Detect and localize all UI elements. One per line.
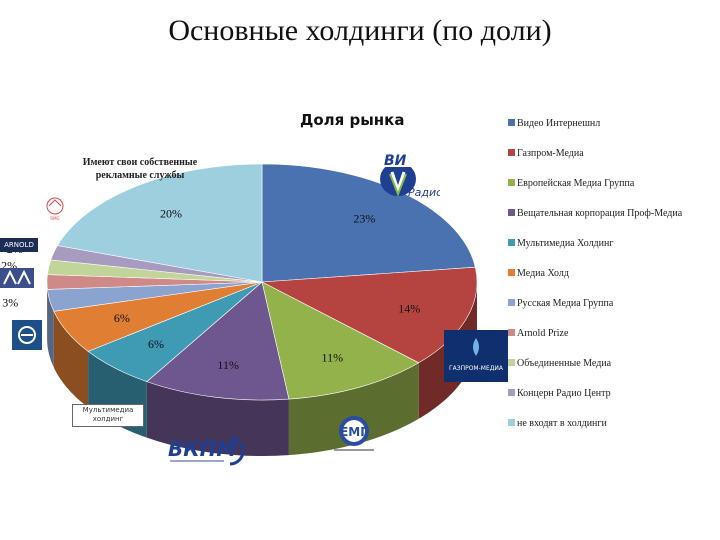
legend-swatch: [508, 209, 515, 216]
legend-swatch: [508, 419, 515, 426]
chart-title: Доля рынка: [300, 111, 405, 129]
legend-swatch: [508, 389, 515, 396]
legend-label: Медиа Холд: [517, 268, 569, 279]
legend-item: не входят в холдинги: [508, 418, 607, 432]
legend-item: Русская Медиа Группа: [508, 298, 613, 312]
legend-item: Газпром-Медиа: [508, 148, 584, 162]
legend-label: Видео Интернешнл: [517, 118, 601, 129]
pie-label-10: 20%: [160, 206, 182, 220]
russian-media-group-logo: [0, 268, 34, 288]
arnold-prize-logo: ARNOLD: [0, 238, 40, 254]
pie-slice-1: [260, 266, 478, 364]
legend-swatch: [508, 299, 515, 306]
slide-title: Основные холдинги (по доли): [168, 14, 552, 47]
multimedia-holding-logo: Мультимедиа холдинг: [72, 404, 144, 427]
legend-item: Европейская Медиа Группа: [508, 178, 634, 192]
pie-label-5: 6%: [114, 311, 130, 325]
emg-logo: ЕМГ: [326, 414, 382, 454]
media-hold-logo: [12, 320, 42, 350]
legend-label: Вещательная корпорация Проф-Медиа: [517, 208, 683, 219]
pie-label-1: 14%: [398, 301, 420, 315]
legend-item: Объединенные Медиа: [508, 358, 611, 372]
legend-item: Медиа Холд: [508, 268, 569, 282]
legend-swatch: [508, 239, 515, 246]
legend-swatch: [508, 119, 515, 126]
pie-label-3: 11%: [217, 358, 239, 372]
svg-text:ЕМГ: ЕМГ: [340, 425, 368, 439]
legend-swatch: [508, 269, 515, 276]
legend-item: Arnold Prize: [508, 328, 568, 342]
legend-label: Русская Медиа Группа: [517, 298, 614, 309]
vkpm-logo: ВКПМ: [166, 434, 245, 468]
legend-label: Мультимедиа Холдинг: [517, 238, 614, 249]
svg-text:Радио: Радио: [408, 186, 440, 199]
legend-label: не входят в холдинги: [517, 418, 607, 429]
svg-text:ГАЗПРОМ-МЕДИА: ГАЗПРОМ-МЕДИА: [449, 365, 504, 372]
legend-swatch: [508, 359, 515, 366]
pie-tops: [46, 163, 478, 401]
gazprom-media-logo: ГАЗПРОМ-МЕДИА: [444, 330, 508, 382]
pie-side-6: [47, 289, 54, 368]
legend-item: Концерн Радио Центр: [508, 388, 611, 402]
pie-label-0: 23%: [353, 211, 375, 225]
pie-side-5: [53, 311, 89, 408]
legend-label: Газпром-Медиа: [517, 148, 584, 159]
svg-text:ВИ: ВИ: [384, 153, 407, 169]
pie-slice-2: [261, 281, 420, 400]
vi-radio-logo: ВИ Радио: [378, 150, 443, 202]
pie-label-4: 6%: [148, 337, 164, 351]
pie-slice-3: [146, 281, 290, 401]
svg-text:ВКПМ: ВКПМ: [168, 437, 236, 461]
legend-label: Концерн Радио Центр: [517, 388, 611, 399]
legend-label: Arnold Prize: [517, 328, 569, 339]
pie-side-2: [288, 362, 419, 456]
roof-logo: RMG: [40, 196, 70, 222]
legend-label: Европейская Медиа Группа: [517, 178, 635, 189]
legend-item: Вещательная корпорация Проф-Медиа: [508, 208, 682, 222]
own-ad-service-note: Имеют свои собственные рекламные службы: [82, 157, 198, 181]
legend-swatch: [508, 329, 515, 336]
legend-label: Объединенные Медиа: [517, 358, 612, 369]
pie-label-6: 3%: [2, 296, 18, 310]
legend-swatch: [508, 149, 515, 156]
svg-text:RMG: RMG: [50, 216, 59, 221]
pie-label-2: 11%: [322, 351, 344, 365]
legend-swatch: [508, 179, 515, 186]
legend-item: Видео Интернешнл: [508, 118, 600, 132]
legend-item: Мультимедиа Холдинг: [508, 238, 613, 252]
pie-slice-10: [57, 163, 263, 283]
